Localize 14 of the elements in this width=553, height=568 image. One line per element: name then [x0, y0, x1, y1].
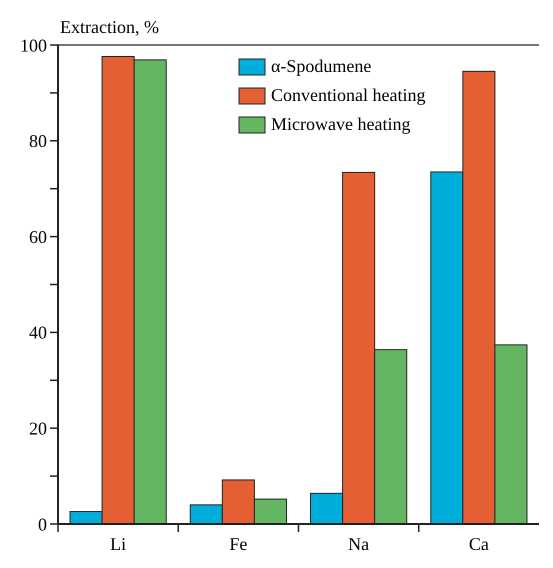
y-tick-label: 100 [20, 35, 47, 56]
y-tick-label: 40 [29, 322, 47, 343]
x-tick-label: Na [348, 534, 370, 554]
y-tick-label: 0 [38, 514, 47, 534]
y-tick-label: 60 [29, 226, 47, 247]
legend-label: Conventional heating [271, 85, 426, 105]
legend-label: Microwave heating [271, 114, 410, 134]
y-axis-title: Extraction, % [60, 17, 159, 37]
x-tick-label: Ca [468, 534, 489, 554]
legend-label: α-Spodumene [271, 56, 372, 76]
x-tick-label: Fe [229, 534, 248, 554]
y-tick-label: 20 [29, 418, 47, 438]
x-tick-label: Li [110, 534, 126, 554]
y-tick-label: 80 [29, 131, 47, 152]
